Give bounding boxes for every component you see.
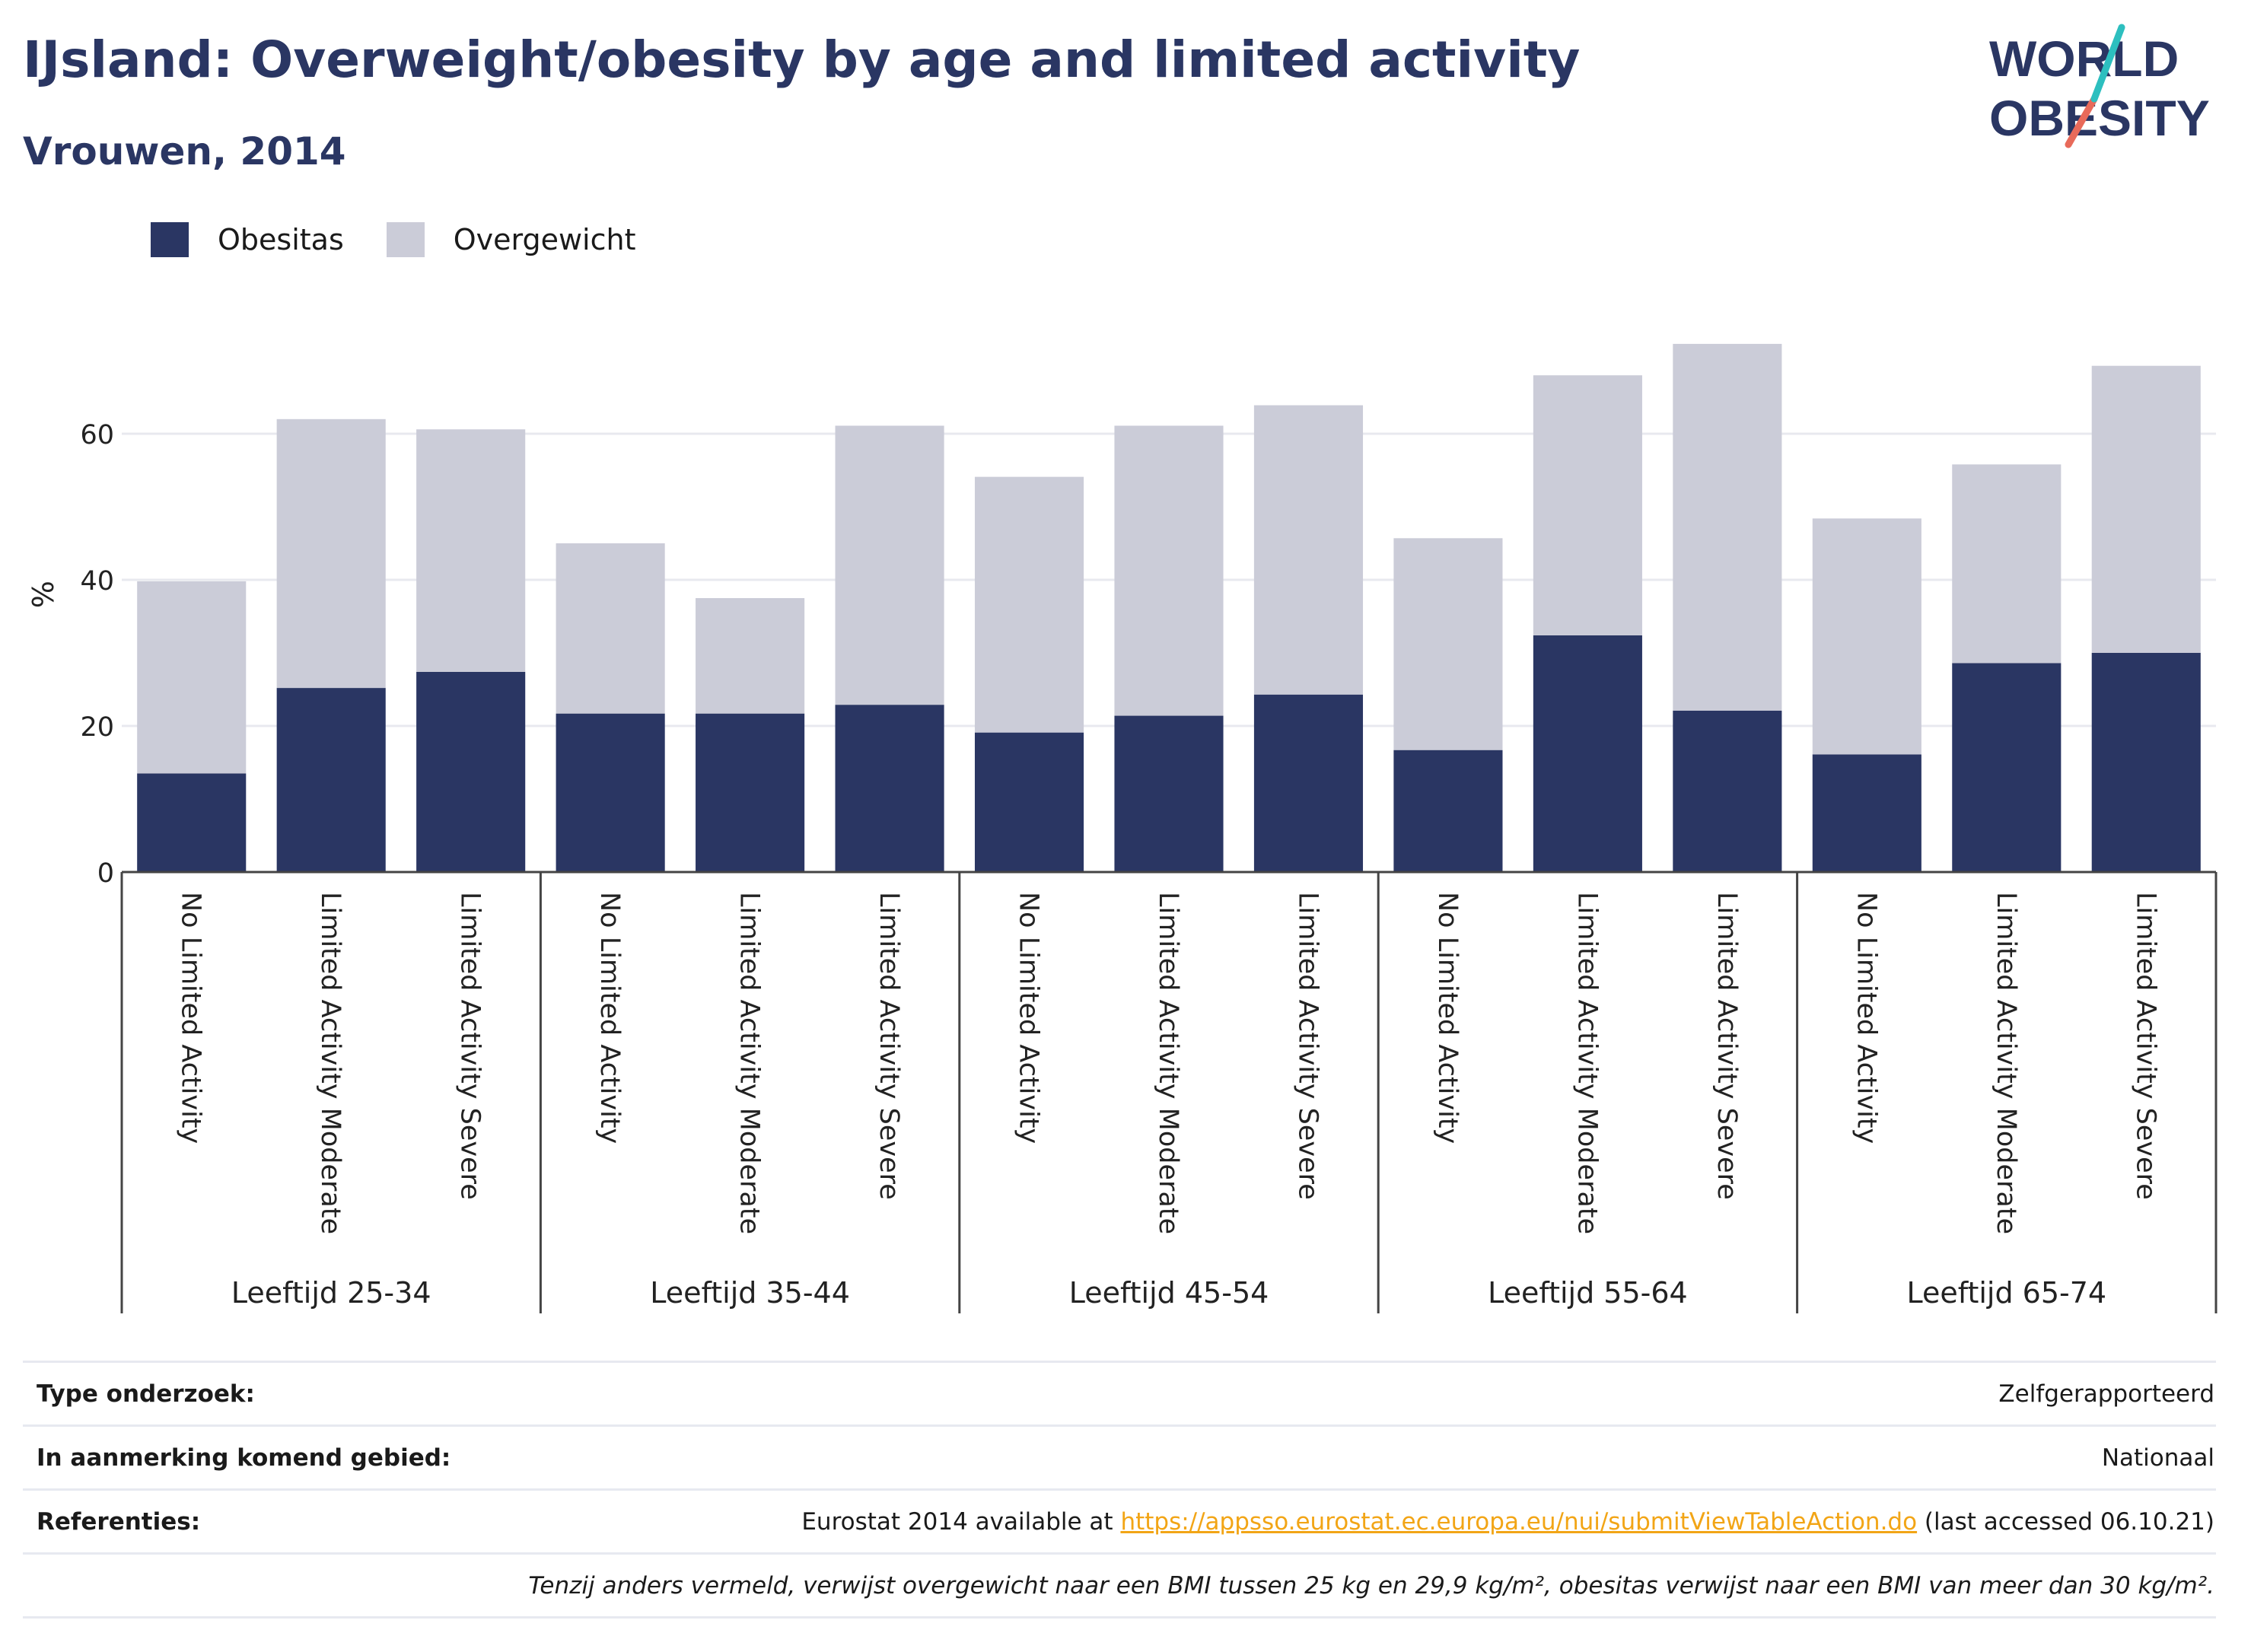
references-prefix: Eurostat 2014 available at (801, 1507, 1121, 1536)
logo-slash-coral (2065, 95, 2098, 148)
bar-obesity (974, 732, 1084, 872)
references-link[interactable]: https://appsso.eurostat.ec.europa.eu/nui… (1120, 1507, 1918, 1536)
legend-swatch-obesity (151, 222, 189, 257)
bar-obesity (1393, 750, 1503, 872)
references-label: Referenties: (37, 1507, 201, 1536)
area-label: In aanmerking komend gebied: (37, 1444, 451, 1472)
bar-overweight (137, 581, 247, 774)
area-value: Nationaal (2101, 1444, 2214, 1472)
x-category-label: Limited Activity Moderate (1153, 892, 1183, 1234)
definition-note: Tenzij anders vermeld, verwijst overgewi… (528, 1571, 2214, 1599)
chart-title: IJsland: Overweight/obesity by age and l… (23, 30, 1581, 89)
y-tick-label: 20 (80, 712, 114, 743)
y-axis-title: % (27, 581, 60, 608)
info-row-area: In aanmerking komend gebied: Nationaal (23, 1424, 2216, 1488)
y-tick-label: 40 (80, 566, 114, 597)
info-row-survey: Type onderzoek: Zelfgerapporteerd (23, 1361, 2216, 1424)
x-category-label: Limited Activity Moderate (734, 892, 765, 1234)
bar-obesity (696, 713, 805, 872)
references-suffix: (last accessed 06.10.21) (1917, 1507, 2214, 1536)
legend-label-obesity: Obesitas (218, 223, 344, 256)
bar-obesity (276, 688, 386, 872)
bar-obesity (1812, 754, 1921, 872)
bar-overweight (1533, 375, 1642, 635)
bar-obesity (1253, 694, 1364, 872)
y-tick-label: 60 (80, 420, 114, 450)
bar-obesity (556, 713, 665, 872)
x-category-label: No Limited Activity (594, 892, 625, 1144)
bar-obesity (416, 671, 526, 872)
bar-overweight (1812, 518, 1921, 755)
world-obesity-logo: WORLD OBESITY (1989, 24, 2210, 148)
x-category-label: No Limited Activity (1014, 892, 1044, 1144)
bar-overweight (696, 598, 805, 714)
legend-swatch-overweight (386, 222, 425, 257)
x-group-label: Leeftijd 35-44 (650, 1276, 850, 1310)
x-group-label: Leeftijd 65-74 (1906, 1276, 2106, 1310)
bar-obesity (1673, 710, 1782, 872)
bar-obesity (137, 773, 247, 872)
legend-item-obesity[interactable]: Obesitas (151, 222, 344, 257)
logo-slash-teal (2090, 24, 2125, 103)
x-category-label: No Limited Activity (1851, 892, 1881, 1144)
legend-label-overweight: Overgewicht (453, 223, 636, 256)
bar-overweight (1952, 464, 2062, 664)
bar-overweight (1393, 538, 1503, 750)
survey-value: Zelfgerapporteerd (1998, 1380, 2214, 1408)
bar-overweight (1114, 425, 1224, 716)
bar-overweight (1673, 343, 1782, 711)
info-table: Type onderzoek: Zelfgerapporteerd In aan… (23, 1361, 2216, 1619)
x-group-label: Leeftijd 55-64 (1488, 1276, 1688, 1310)
bar-obesity (835, 705, 944, 872)
x-category-label: Limited Activity Severe (874, 892, 904, 1200)
legend-item-overweight[interactable]: Overgewicht (386, 222, 636, 257)
x-category-label: Limited Activity Moderate (1571, 892, 1602, 1234)
bar-obesity (1114, 715, 1224, 872)
bar-overweight (276, 419, 386, 689)
x-category-label: Limited Activity Severe (1292, 892, 1323, 1200)
stacked-bar-chart: 0 20 40 60% No Limited Activity Limited Activ… (27, 343, 2218, 1313)
info-row-references: Referenties: Eurostat 2014 available at … (23, 1488, 2216, 1552)
bar-obesity (1952, 663, 2062, 872)
x-category-label: Limited Activity Severe (455, 892, 486, 1200)
logo-line-1: WORLD (1989, 30, 2179, 87)
bar-obesity (2091, 653, 2201, 872)
bar-overweight (974, 476, 1084, 733)
info-row-note: Tenzij anders vermeld, verwijst overgewi… (23, 1552, 2216, 1619)
x-category-label: Limited Activity Moderate (315, 892, 345, 1234)
x-category-label: Limited Activity Severe (1711, 892, 1742, 1200)
chart-subtitle: Vrouwen, 2014 (23, 129, 346, 173)
y-tick-label: 0 (97, 858, 114, 889)
bar-overweight (416, 429, 526, 672)
x-group-label: Leeftijd 25-34 (231, 1276, 431, 1310)
x-category-label: Limited Activity Moderate (1991, 892, 2021, 1234)
chart-legend: Obesitas Overgewicht (151, 222, 679, 257)
survey-label: Type onderzoek: (37, 1380, 255, 1408)
bar-overweight (556, 543, 665, 714)
x-group-label: Leeftijd 45-54 (1069, 1276, 1269, 1310)
x-category-label: No Limited Activity (1432, 892, 1463, 1144)
x-category-label: Limited Activity Severe (2130, 892, 2160, 1200)
bar-obesity (1533, 635, 1642, 872)
bar-overweight (1253, 405, 1364, 695)
bar-overweight (835, 425, 944, 705)
references-value: Eurostat 2014 available at https://appss… (801, 1508, 2214, 1536)
bar-overweight (2091, 365, 2201, 653)
x-category-label: No Limited Activity (176, 892, 206, 1144)
logo-line-2: OBESITY (1989, 90, 2210, 146)
